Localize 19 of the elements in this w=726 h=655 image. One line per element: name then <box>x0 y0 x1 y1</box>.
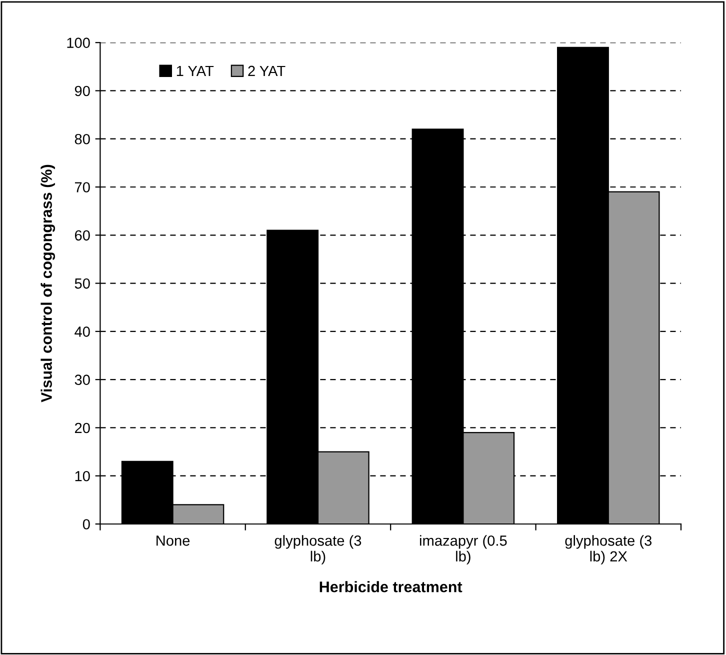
y-tick-label: 90 <box>74 86 90 96</box>
x-axis-title: Herbicide treatment <box>320 581 462 592</box>
y-tick-label: 100 <box>67 38 90 48</box>
x-tick-label: None <box>156 536 190 546</box>
y-tick-label: 80 <box>74 134 90 144</box>
legend-label: 1 YAT <box>176 66 214 76</box>
y-axis-title: Visual control of cogongrass (%) <box>40 164 56 402</box>
x-tick-label: glyphosate (3 lb) <box>274 535 362 564</box>
y-tick-label: 20 <box>74 422 90 434</box>
x-tick-label: glyphosate (3 lb) 2X <box>565 535 652 564</box>
y-tick-label: 60 <box>74 230 90 241</box>
y-tick-label: 40 <box>74 326 90 337</box>
x-tick-label: imazapyr (0.5 lb) <box>420 535 507 564</box>
legend-label: 2 YAT <box>248 66 286 76</box>
y-tick-label: 0 <box>82 519 90 530</box>
y-tick-label: 50 <box>74 278 90 289</box>
y-tick-label: 10 <box>75 470 90 482</box>
y-tick-label: 70 <box>74 182 90 192</box>
y-tick-label: 30 <box>74 374 90 385</box>
